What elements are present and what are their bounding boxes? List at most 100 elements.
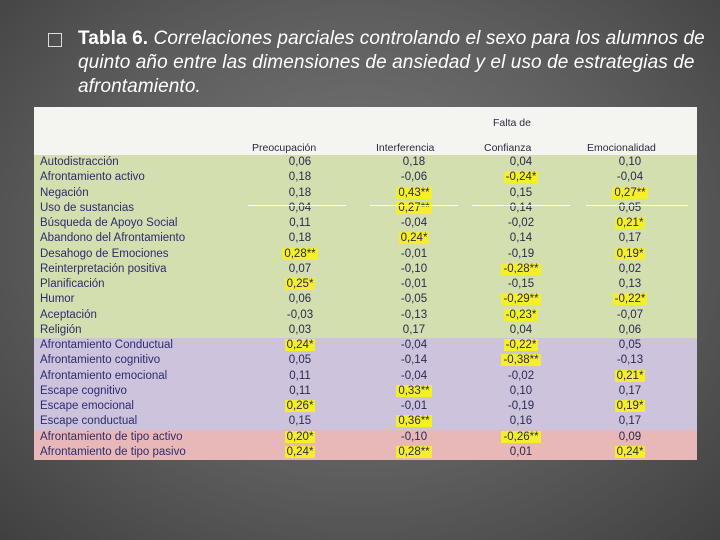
cell-value: 0,14: [509, 201, 533, 214]
cell-value: 0,04: [509, 323, 533, 336]
cell-value: 0,06: [618, 323, 642, 336]
cell-value: 0,06: [288, 293, 312, 306]
cell-value: -0,14: [400, 354, 428, 367]
cell-value: -0,01: [400, 278, 428, 290]
cell-value: 0,24*: [614, 445, 646, 458]
column-rule: [370, 205, 458, 206]
cell-value: 0,15: [509, 186, 533, 199]
cell-value: 0,04: [509, 156, 533, 168]
cell-value: 0,28**: [396, 445, 432, 458]
column-header-emocionalidad: Emocionalidad: [587, 142, 656, 154]
cell-value: -0,05: [400, 293, 428, 306]
cell-value: -0,15: [507, 278, 535, 290]
cell-value: 0,09: [618, 430, 642, 443]
cell-value: 0,20*: [284, 430, 316, 443]
cell-value: 0,05: [618, 201, 642, 214]
cell-value: 0,05: [288, 354, 312, 367]
cell-value: -0,10: [400, 430, 428, 443]
cell-value: 0,14: [509, 232, 533, 245]
table-row: Búsqueda de Apoyo Social 0,11 -0,04 -0,02 0,…: [34, 216, 697, 231]
row-label: Aceptación: [40, 308, 97, 321]
row-band-green: [34, 155, 697, 338]
row-label: Uso de sustancias: [40, 201, 134, 214]
cell-value: -0,13: [616, 354, 644, 367]
cell-value: 0,10: [509, 384, 533, 397]
row-label: Escape emocional: [40, 400, 134, 412]
cell-value: -0,04: [400, 217, 428, 229]
row-band-purple: [34, 338, 697, 430]
cell-value: 0,06: [288, 156, 312, 168]
cell-value: 0,25*: [284, 278, 316, 290]
row-label: Negación: [40, 186, 89, 199]
row-label: Autodistracción: [40, 156, 119, 168]
cell-value: -0,10: [400, 262, 428, 275]
column-header-preocupacion: Preocupación: [252, 142, 317, 154]
row-label: Abandono del Afrontamiento: [40, 232, 186, 245]
row-label: Desahogo de Emociones: [40, 247, 169, 260]
cell-value: 0,18: [402, 156, 426, 168]
cell-value: 0,11: [289, 369, 311, 382]
cell-value: -0,03: [286, 308, 314, 321]
cell-value: -0,01: [400, 400, 428, 412]
cell-value: 0,18: [288, 232, 312, 245]
correlation-table-image: Falta de Preocupación Interferencia Conf…: [34, 107, 697, 460]
cell-value: 0,07: [288, 262, 312, 275]
table-row: Religión 0,03 0,17 0,04 0,06: [34, 323, 697, 338]
cell-value: -0,22*: [503, 339, 539, 351]
cell-value: 0,13: [618, 278, 642, 290]
row-label: Afrontamiento de tipo pasivo: [40, 445, 186, 458]
table-row: Afrontamiento Conductual 0,24* -0,04 -0,22*…: [34, 338, 697, 353]
cell-value: -0,01: [400, 247, 428, 260]
cell-value: 0,26*: [284, 400, 316, 412]
cell-value: 0,18: [288, 186, 312, 199]
table-row: Afrontamiento cognitivo 0,05 -0,14 -0,38** -…: [34, 353, 697, 368]
cell-value: -0,22*: [612, 293, 648, 306]
cell-value: 0,16: [509, 415, 533, 428]
caption-table-number: Tabla 6.: [78, 28, 149, 49]
cell-value: -0,23*: [503, 308, 539, 321]
row-label: Afrontamiento de tipo activo: [40, 430, 183, 443]
column-header-confianza: Confianza: [484, 142, 532, 154]
column-header-interferencia: Interferencia: [376, 142, 435, 154]
table-row: Escape emocional 0,26* -0,01 -0,19 0,19*: [34, 399, 697, 414]
cell-value: 0,43**: [396, 186, 432, 199]
table-row: Desahogo de Emociones 0,28** -0,01 -0,19 0,1…: [34, 247, 697, 262]
table-row: Afrontamiento de tipo activo 0,20* -0,10 -0…: [34, 430, 697, 445]
cell-value: 0,05: [618, 339, 642, 351]
cell-value: -0,02: [507, 369, 535, 382]
table-row: Aceptación -0,03 -0,13 -0,23* -0,07: [34, 308, 697, 323]
table-header: Falta de Preocupación Interferencia Conf…: [34, 107, 697, 155]
cell-value: 0,11: [289, 217, 311, 229]
cell-value: 0,04: [288, 201, 312, 214]
cell-value: 0,10: [618, 156, 642, 168]
column-rule: [472, 205, 570, 206]
cell-value: 0,19*: [614, 247, 646, 260]
cell-value: -0,06: [400, 171, 428, 184]
cell-value: 0,28**: [282, 247, 318, 260]
table-row: Abandono del Afrontamiento 0,18 0,24* 0,14 0…: [34, 231, 697, 246]
table-row: Negación 0,18 0,43** 0,15 0,27**: [34, 186, 697, 201]
row-band-pink: [34, 429, 697, 460]
square-bullet-icon: [48, 33, 62, 47]
cell-value: -0,04: [400, 339, 428, 351]
cell-value: 0,18: [288, 171, 312, 184]
cell-value: 0,17: [618, 384, 642, 397]
table-row: Reinterpretación positiva 0,07 -0,10 -0,28*…: [34, 262, 697, 277]
cell-value: -0,04: [616, 171, 644, 184]
row-label: Escape cognitivo: [40, 384, 127, 397]
cell-value: 0,27**: [396, 201, 432, 214]
cell-value: 0,15: [288, 415, 312, 428]
row-label: Reinterpretación positiva: [40, 262, 167, 275]
row-label: Afrontamiento cognitivo: [40, 354, 161, 367]
caption-text: Correlaciones parciales controlando el s…: [78, 28, 705, 97]
table-row: Afrontamiento de tipo pasivo 0,24* 0,28** 0…: [34, 445, 697, 460]
header-group-label: Falta de: [493, 117, 531, 129]
cell-value: 0,17: [618, 415, 642, 428]
cell-value: 0,21*: [614, 217, 646, 229]
slide-caption: Tabla 6. Correlaciones parciales control…: [78, 27, 718, 99]
cell-value: 0,19*: [614, 400, 646, 412]
row-label: Búsqueda de Apoyo Social: [40, 217, 178, 229]
row-label: Afrontamiento emocional: [40, 369, 168, 382]
cell-value: 0,11: [289, 384, 311, 397]
cell-value: 0,24*: [284, 445, 316, 458]
